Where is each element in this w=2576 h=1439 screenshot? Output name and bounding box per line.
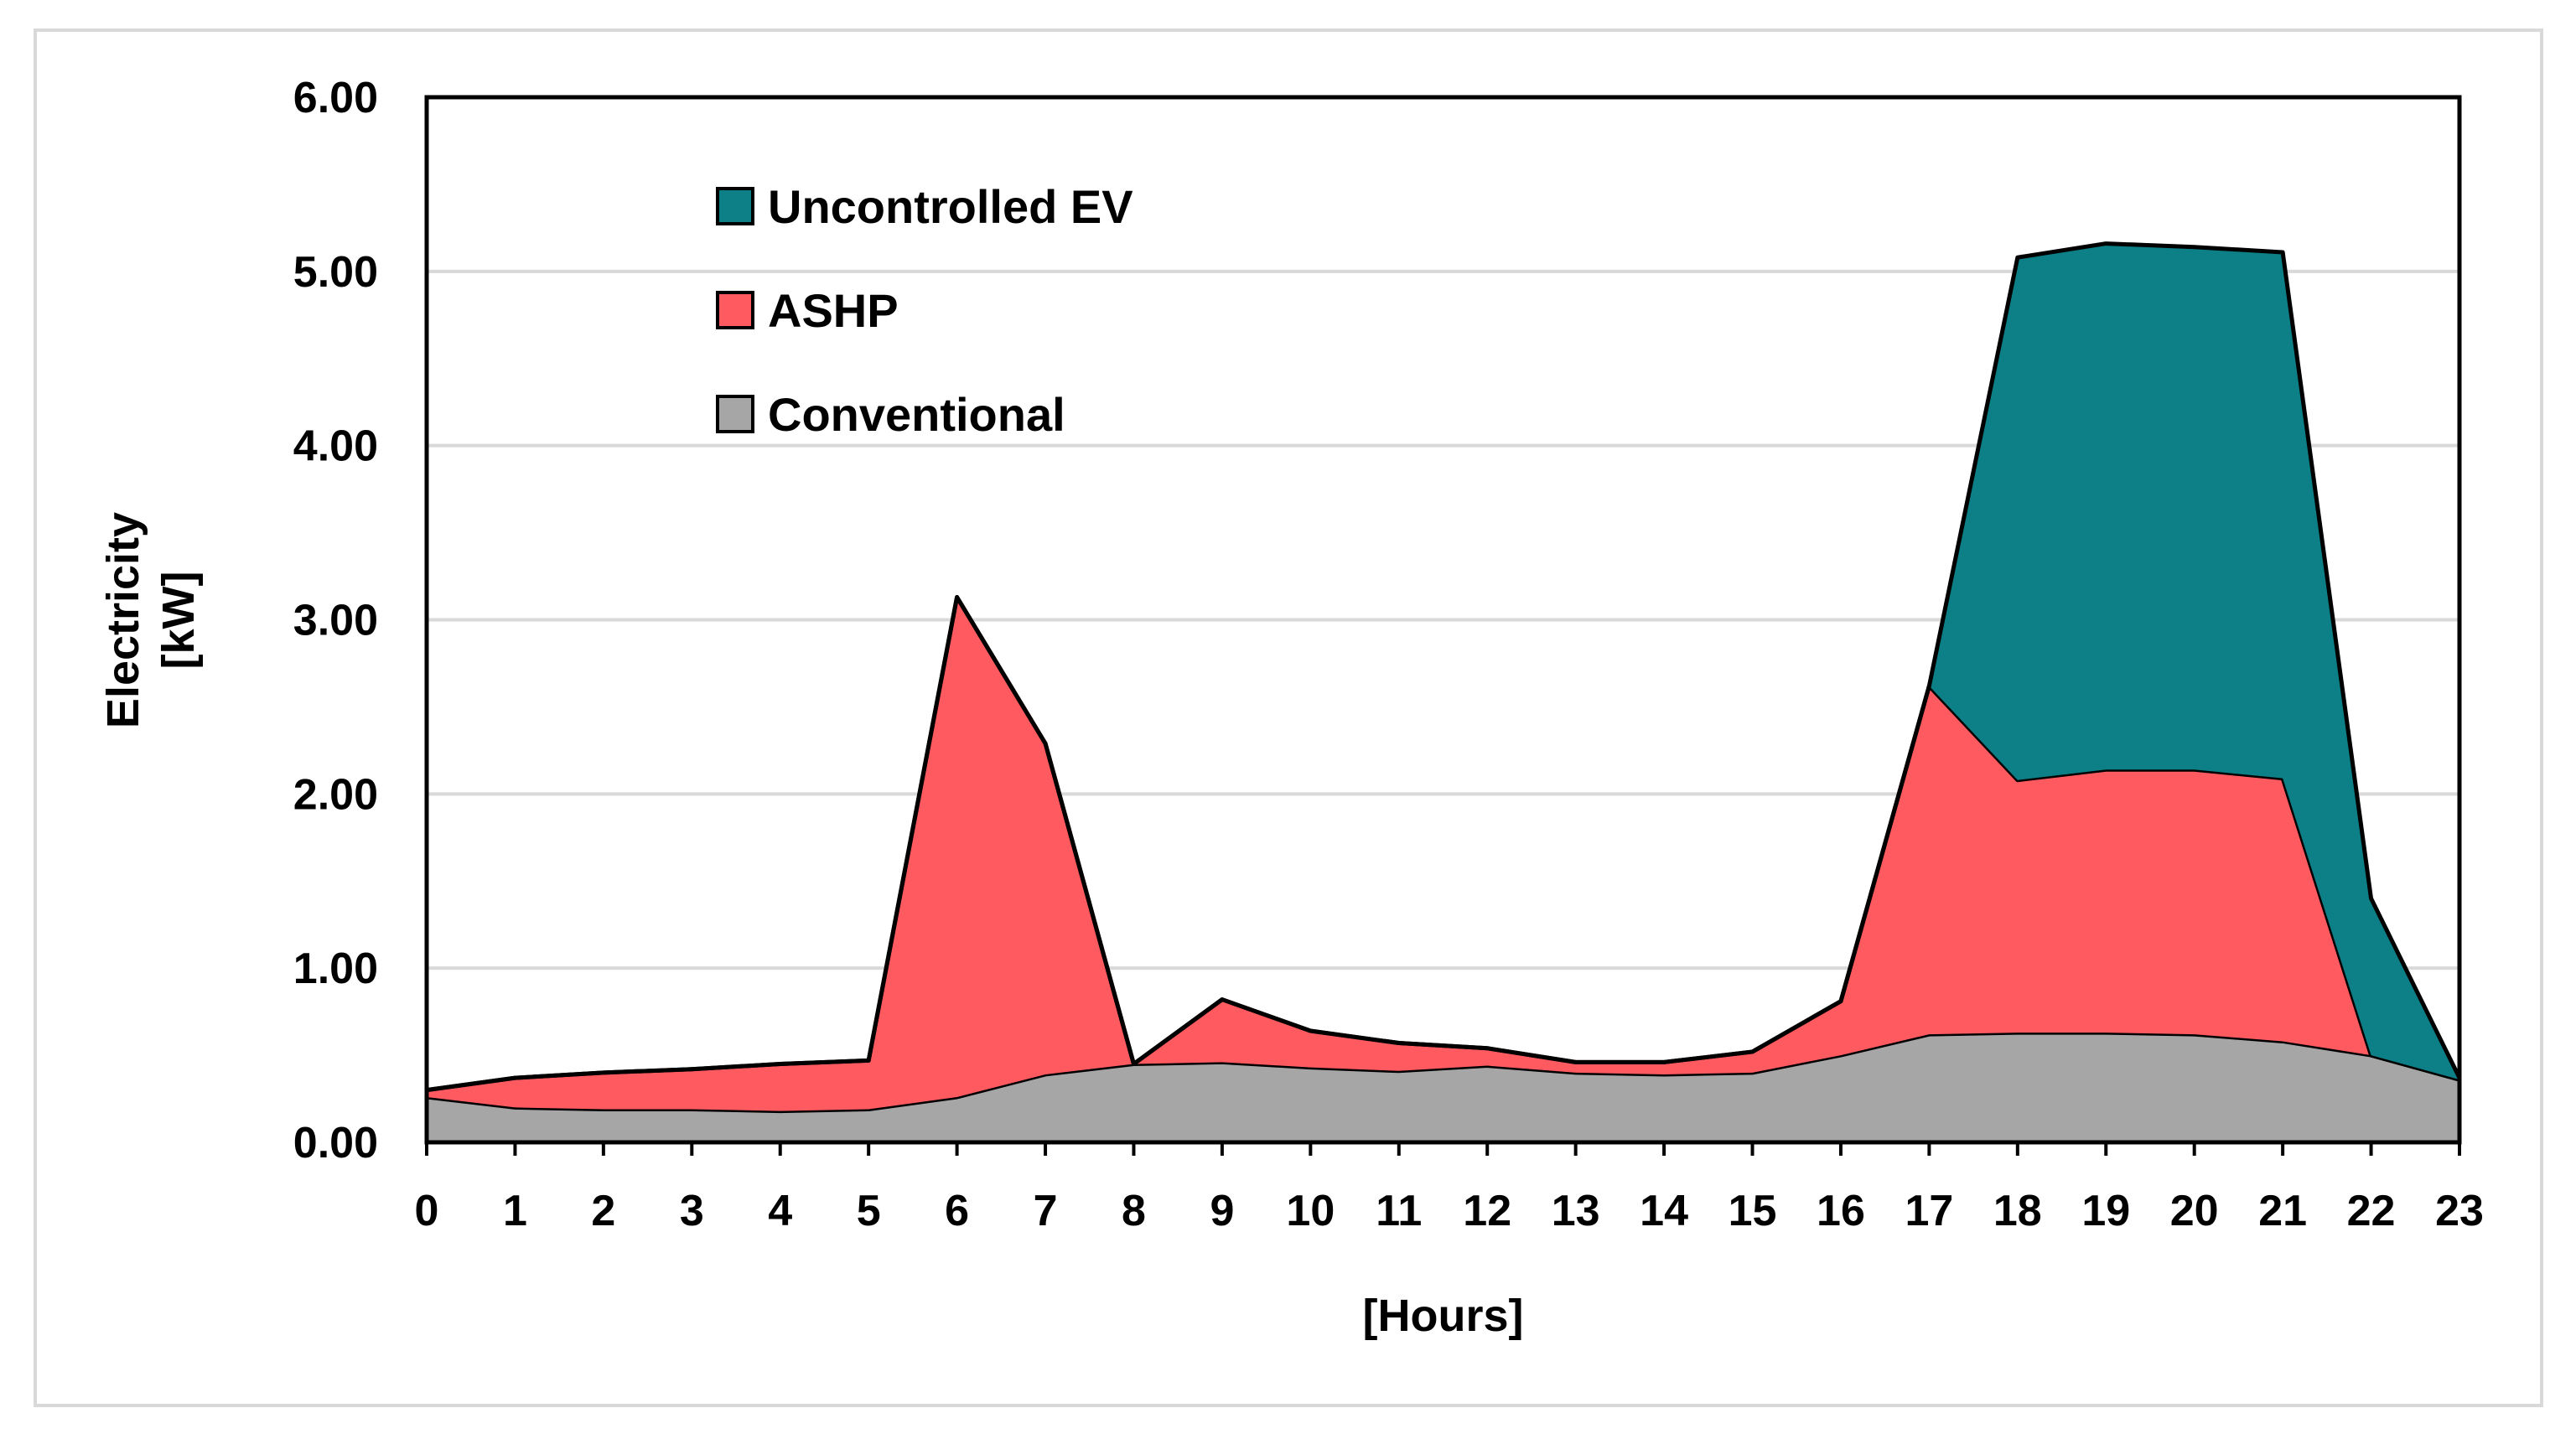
x-tick-label: 4 bbox=[768, 1187, 792, 1235]
y-axis-title: Electricity [kW] bbox=[98, 512, 204, 728]
x-tick-label: 8 bbox=[1122, 1187, 1146, 1235]
y-tick-label: 5.00 bbox=[293, 248, 378, 297]
y-tick-label: 2.00 bbox=[293, 770, 378, 819]
legend: Uncontrolled EV ASHP Conventional bbox=[716, 180, 1133, 441]
x-tick-label: 18 bbox=[1993, 1187, 2042, 1235]
x-tick-label: 6 bbox=[945, 1187, 969, 1235]
y-axis-title-line-1: Electricity bbox=[98, 512, 148, 728]
x-tick-label: 17 bbox=[1905, 1187, 1953, 1235]
x-tick-label: 3 bbox=[680, 1187, 704, 1235]
plot-areas bbox=[426, 241, 2462, 1142]
x-tick-label: 15 bbox=[1729, 1187, 1777, 1235]
x-tick-label: 0 bbox=[415, 1187, 439, 1235]
legend-swatch-uncontrolled-ev bbox=[716, 187, 754, 225]
y-tick-label: 0.00 bbox=[293, 1119, 378, 1167]
plot-area-border bbox=[424, 95, 2462, 1145]
x-tick-label: 1 bbox=[503, 1187, 527, 1235]
x-tick-label: 16 bbox=[1817, 1187, 1865, 1235]
area-uncontrolled-ev bbox=[427, 243, 2459, 1090]
x-tick-label: 20 bbox=[2170, 1187, 2219, 1235]
legend-swatch-ashp bbox=[716, 291, 754, 329]
x-tick-label: 7 bbox=[1034, 1187, 1058, 1235]
tick-marks bbox=[425, 1142, 2461, 1156]
x-tick-label: 13 bbox=[1552, 1187, 1600, 1235]
legend-label-ashp: ASHP bbox=[768, 284, 899, 337]
x-tick-label: 14 bbox=[1640, 1187, 1688, 1235]
x-tick-label: 21 bbox=[2258, 1187, 2307, 1235]
y-tick-label: 1.00 bbox=[293, 945, 378, 993]
x-tick-label: 22 bbox=[2347, 1187, 2396, 1235]
area-conventional bbox=[427, 1033, 2459, 1142]
legend-label-uncontrolled-ev: Uncontrolled EV bbox=[768, 180, 1133, 233]
y-tick-label: 6.00 bbox=[293, 74, 378, 122]
legend-swatch-conventional bbox=[716, 395, 754, 433]
x-tick-label: 23 bbox=[2435, 1187, 2484, 1235]
x-axis-title: [Hours] bbox=[1363, 1291, 1524, 1341]
x-tick-label: 10 bbox=[1286, 1187, 1335, 1235]
y-tick-label: 4.00 bbox=[293, 422, 378, 471]
legend-label-conventional: Conventional bbox=[768, 388, 1065, 441]
area-outline-uncontrolled-ev bbox=[426, 241, 2462, 1093]
x-tick-label: 5 bbox=[857, 1187, 881, 1235]
y-tick-label: 3.00 bbox=[293, 597, 378, 645]
x-tick-label: 12 bbox=[1463, 1187, 1511, 1235]
x-tick-label: 19 bbox=[2081, 1187, 2130, 1235]
y-axis-tick-labels: 0.00 1.00 2.00 3.00 4.00 5.00 6.00 bbox=[293, 74, 378, 1167]
x-tick-label: 11 bbox=[1376, 1187, 1422, 1235]
area-ashp bbox=[427, 597, 2459, 1111]
x-axis-tick-labels: 0 1 2 3 4 5 6 7 8 9 10 11 12 13 14 15 16 17 18 19 20 21 22 23 bbox=[415, 1187, 2484, 1235]
y-axis-title-line-2: [kW] bbox=[153, 572, 204, 670]
x-tick-label: 9 bbox=[1210, 1187, 1234, 1235]
x-tick-label: 2 bbox=[591, 1187, 615, 1235]
